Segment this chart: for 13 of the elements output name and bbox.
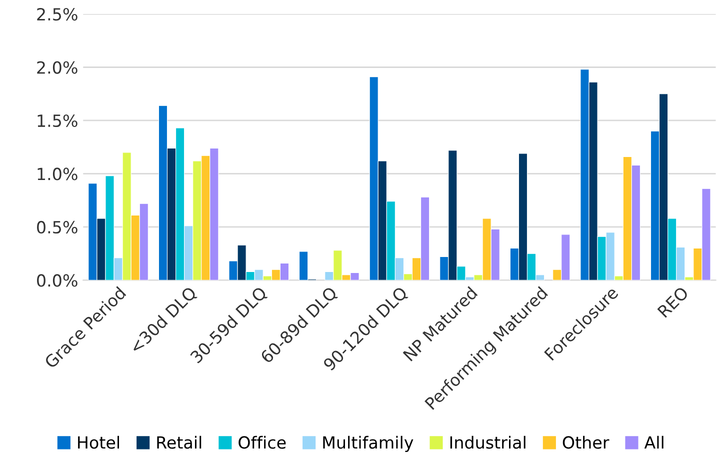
y-tick-label: 1.5%	[38, 114, 78, 128]
legend-label: Retail	[157, 436, 202, 449]
y-tick-label: 2.0%	[37, 61, 78, 74]
legend-label: Industrial	[450, 436, 526, 449]
y-tick-label: 0.0%	[37, 274, 78, 287]
y-tick-label: 2.5%	[37, 8, 78, 21]
legend-label: Hotel	[78, 436, 120, 449]
legend-label: All	[644, 436, 664, 449]
legend-label: Other	[562, 436, 610, 449]
legend-label: Multifamily	[323, 436, 414, 452]
legend-label: Office	[238, 436, 286, 449]
y-tick-label: 0.5%	[37, 220, 78, 234]
y-tick-label: 1.0%	[38, 168, 78, 180]
